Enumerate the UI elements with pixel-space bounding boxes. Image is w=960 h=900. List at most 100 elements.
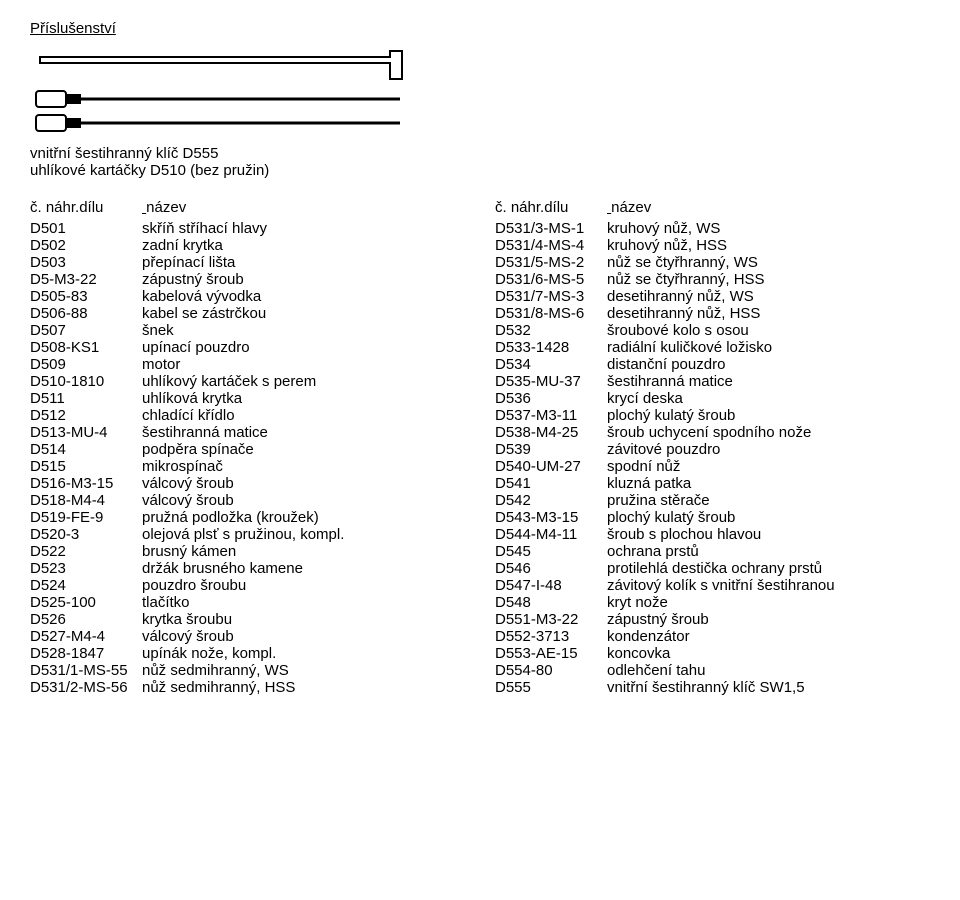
parts-row: D506-88kabel se zástrčkou bbox=[30, 305, 465, 322]
left-column: č. náhr.dílu název D501skříň stříhací hl… bbox=[30, 199, 465, 696]
part-code: D509 bbox=[30, 356, 142, 373]
parts-row: D501skříň stříhací hlavy bbox=[30, 220, 465, 237]
part-code: D531/6-MS-5 bbox=[495, 271, 607, 288]
part-code: D553-AE-15 bbox=[495, 645, 607, 662]
part-label: válcový šroub bbox=[142, 628, 465, 645]
intro-text: vnitřní šestihranný klíč D555 uhlíkové k… bbox=[30, 145, 930, 179]
part-code: D515 bbox=[30, 458, 142, 475]
parts-row: D533-1428radiální kuličkové ložisko bbox=[495, 339, 930, 356]
part-label: šroub uchycení spodního nože bbox=[607, 424, 930, 441]
part-code: D528-1847 bbox=[30, 645, 142, 662]
parts-row: D520-3olejová plsť s pružinou, kompl. bbox=[30, 526, 465, 543]
part-code: D510-1810 bbox=[30, 373, 142, 390]
part-label: zápustný šroub bbox=[607, 611, 930, 628]
parts-row: D519-FE-9pružná podložka (kroužek) bbox=[30, 509, 465, 526]
parts-row: D531/4-MS-4kruhový nůž, HSS bbox=[495, 237, 930, 254]
parts-row: D514podpěra spínače bbox=[30, 441, 465, 458]
part-label: uhlíková krytka bbox=[142, 390, 465, 407]
part-code: D555 bbox=[495, 679, 607, 696]
part-label: krytka šroubu bbox=[142, 611, 465, 628]
part-code: D542 bbox=[495, 492, 607, 509]
part-label: kryt nože bbox=[607, 594, 930, 611]
part-code: D512 bbox=[30, 407, 142, 424]
part-label: podpěra spínače bbox=[142, 441, 465, 458]
header-code: č. náhr.dílu bbox=[495, 199, 607, 216]
parts-row: D536krycí deska bbox=[495, 390, 930, 407]
parts-row: D509motor bbox=[30, 356, 465, 373]
part-label: nůž se čtyřhranný, HSS bbox=[607, 271, 930, 288]
part-label: válcový šroub bbox=[142, 492, 465, 509]
part-code: D531/3-MS-1 bbox=[495, 220, 607, 237]
part-code: D531/2-MS-56 bbox=[30, 679, 142, 696]
part-label: desetihranný nůž, HSS bbox=[607, 305, 930, 322]
parts-row: D543-M3-15plochý kulatý šroub bbox=[495, 509, 930, 526]
part-label: plochý kulatý šroub bbox=[607, 509, 930, 526]
parts-row: D553-AE-15koncovka bbox=[495, 645, 930, 662]
part-label: pouzdro šroubu bbox=[142, 577, 465, 594]
part-label: kruhový nůž, WS bbox=[607, 220, 930, 237]
part-code: D531/4-MS-4 bbox=[495, 237, 607, 254]
part-label: distanční pouzdro bbox=[607, 356, 930, 373]
part-label: šnek bbox=[142, 322, 465, 339]
parts-row: D525-100tlačítko bbox=[30, 594, 465, 611]
part-code: D511 bbox=[30, 390, 142, 407]
part-label: kluzná patka bbox=[607, 475, 930, 492]
part-label: motor bbox=[142, 356, 465, 373]
part-code: D520-3 bbox=[30, 526, 142, 543]
part-code: D513-MU-4 bbox=[30, 424, 142, 441]
parts-columns: č. náhr.dílu název D501skříň stříhací hl… bbox=[30, 199, 930, 696]
parts-row: D516-M3-15válcový šroub bbox=[30, 475, 465, 492]
parts-row: D535-MU-37šestihranná matice bbox=[495, 373, 930, 390]
parts-row: D534distanční pouzdro bbox=[495, 356, 930, 373]
part-code: D534 bbox=[495, 356, 607, 373]
part-label: nůž sedmihranný, HSS bbox=[142, 679, 465, 696]
part-code: D516-M3-15 bbox=[30, 475, 142, 492]
parts-row: D537-M3-11plochý kulatý šroub bbox=[495, 407, 930, 424]
parts-row: D507šnek bbox=[30, 322, 465, 339]
part-label: pružná podložka (kroužek) bbox=[142, 509, 465, 526]
part-label: vnitřní šestihranný klíč SW1,5 bbox=[607, 679, 930, 696]
part-code: D531/7-MS-3 bbox=[495, 288, 607, 305]
parts-row: D554-80odlehčení tahu bbox=[495, 662, 930, 679]
parts-row: D526krytka šroubu bbox=[30, 611, 465, 628]
parts-row: D531/2-MS-56nůž sedmihranný, HSS bbox=[30, 679, 465, 696]
parts-row: D513-MU-4šestihranná matice bbox=[30, 424, 465, 441]
part-label: nůž se čtyřhranný, WS bbox=[607, 254, 930, 271]
part-code: D505-83 bbox=[30, 288, 142, 305]
parts-row: D542pružina stěrače bbox=[495, 492, 930, 509]
part-code: D526 bbox=[30, 611, 142, 628]
header-label: název bbox=[611, 199, 651, 216]
part-label: olejová plsť s pružinou, kompl. bbox=[142, 526, 465, 543]
part-label: kondenzátor bbox=[607, 628, 930, 645]
part-code: D5-M3-22 bbox=[30, 271, 142, 288]
parts-row: D523držák brusného kamene bbox=[30, 560, 465, 577]
parts-row: D511uhlíková krytka bbox=[30, 390, 465, 407]
parts-row: D518-M4-4válcový šroub bbox=[30, 492, 465, 509]
section-heading: Příslušenství bbox=[30, 20, 930, 37]
part-label: mikrospínač bbox=[142, 458, 465, 475]
part-code: D524 bbox=[30, 577, 142, 594]
parts-row: D544-M4-11šroub s plochou hlavou bbox=[495, 526, 930, 543]
part-label: závitový kolík s vnitřní šestihranou bbox=[607, 577, 930, 594]
part-label: šroubové kolo s osou bbox=[607, 322, 930, 339]
part-label: upínací pouzdro bbox=[142, 339, 465, 356]
part-code: D531/1-MS-55 bbox=[30, 662, 142, 679]
part-label: nůž sedmihranný, WS bbox=[142, 662, 465, 679]
part-code: D552-3713 bbox=[495, 628, 607, 645]
parts-row: D555vnitřní šestihranný klíč SW1,5 bbox=[495, 679, 930, 696]
part-code: D527-M4-4 bbox=[30, 628, 142, 645]
part-label: kruhový nůž, HSS bbox=[607, 237, 930, 254]
part-code: D506-88 bbox=[30, 305, 142, 322]
parts-row: D524pouzdro šroubu bbox=[30, 577, 465, 594]
part-label: koncovka bbox=[607, 645, 930, 662]
parts-row: D502zadní krytka bbox=[30, 237, 465, 254]
part-label: šroub s plochou hlavou bbox=[607, 526, 930, 543]
part-label: brusný kámen bbox=[142, 543, 465, 560]
part-label: uhlíkový kartáček s perem bbox=[142, 373, 465, 390]
part-code: D536 bbox=[495, 390, 607, 407]
part-label: chladící křídlo bbox=[142, 407, 465, 424]
part-code: D531/8-MS-6 bbox=[495, 305, 607, 322]
header-label: název bbox=[146, 199, 186, 216]
part-code: D503 bbox=[30, 254, 142, 271]
parts-row: D539závitové pouzdro bbox=[495, 441, 930, 458]
